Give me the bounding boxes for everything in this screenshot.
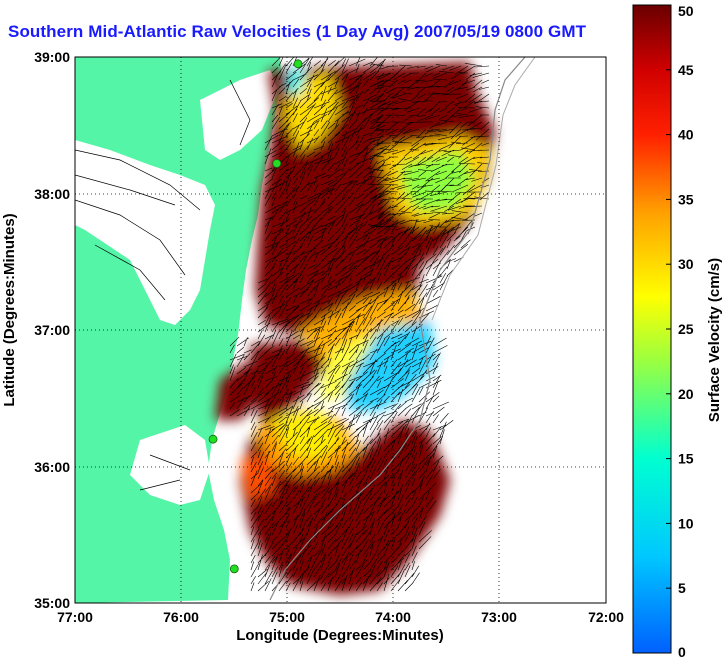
colorbar-tick-label: 40 [678, 127, 694, 143]
y-tick-label: 36:00 [34, 459, 70, 475]
chart-title: Southern Mid-Atlantic Raw Velocities (1 … [8, 22, 587, 41]
colorbar-tick-label: 10 [678, 515, 694, 531]
colorbar-label: Surface Velocity (cm/s) [706, 258, 723, 422]
colorbar-tick-label: 0 [678, 644, 686, 659]
x-tick-label: 73:00 [481, 609, 517, 625]
arrow-vectors [229, 57, 490, 592]
colorbar-tick-label: 5 [678, 580, 686, 596]
colorbar-tick-label: 50 [678, 3, 694, 19]
bay-water [75, 140, 215, 325]
colorbar: 0 5 10 15 20 25 30 35 40 45 50 Surface Velocity (c… [632, 3, 723, 659]
colorbar-tick-label: 30 [678, 256, 694, 272]
station-markers [208, 59, 303, 574]
y-tick-label: 39:00 [34, 49, 70, 65]
colorbar-tick-label: 45 [678, 62, 694, 78]
x-tick-label: 75:00 [269, 609, 305, 625]
y-tick-label: 38:00 [34, 186, 70, 202]
hf-radar-station [293, 59, 303, 69]
x-tick-label: 74:00 [375, 609, 411, 625]
y-tick-label: 37:00 [34, 322, 70, 338]
x-tick-label: 76:00 [163, 609, 199, 625]
isobath-line [269, 57, 526, 601]
hf-radar-station [229, 564, 239, 574]
y-tick-label: 35:00 [34, 595, 70, 611]
colorbar-ticks: 0 5 10 15 20 25 30 35 40 45 50 [666, 3, 694, 659]
velocity-field [215, 62, 495, 595]
x-axis: 77:00 76:00 75:00 74:00 73:00 72:00 Long… [57, 609, 624, 644]
grid [75, 57, 606, 603]
x-tick-label: 72:00 [588, 609, 624, 625]
y-axis-label: Latitude (Degrees:Minutes) [1, 213, 18, 406]
colorbar-tick-label: 20 [678, 386, 694, 402]
x-axis-label: Longitude (Degrees:Minutes) [236, 627, 444, 644]
colorbar-tick-label: 15 [678, 451, 694, 467]
colorbar-tick-label: 25 [678, 321, 694, 337]
plot-frame [74, 56, 607, 604]
hf-radar-station [272, 159, 282, 168]
y-axis: 39:00 38:00 37:00 36:00 35:00 Latitude (… [1, 49, 70, 611]
colorbar-gradient [632, 4, 672, 654]
hf-radar-station [208, 434, 218, 444]
velocity-arrows [229, 57, 490, 592]
colorbar-tick-label: 35 [678, 191, 694, 207]
x-tick-label: 77:00 [57, 609, 93, 625]
